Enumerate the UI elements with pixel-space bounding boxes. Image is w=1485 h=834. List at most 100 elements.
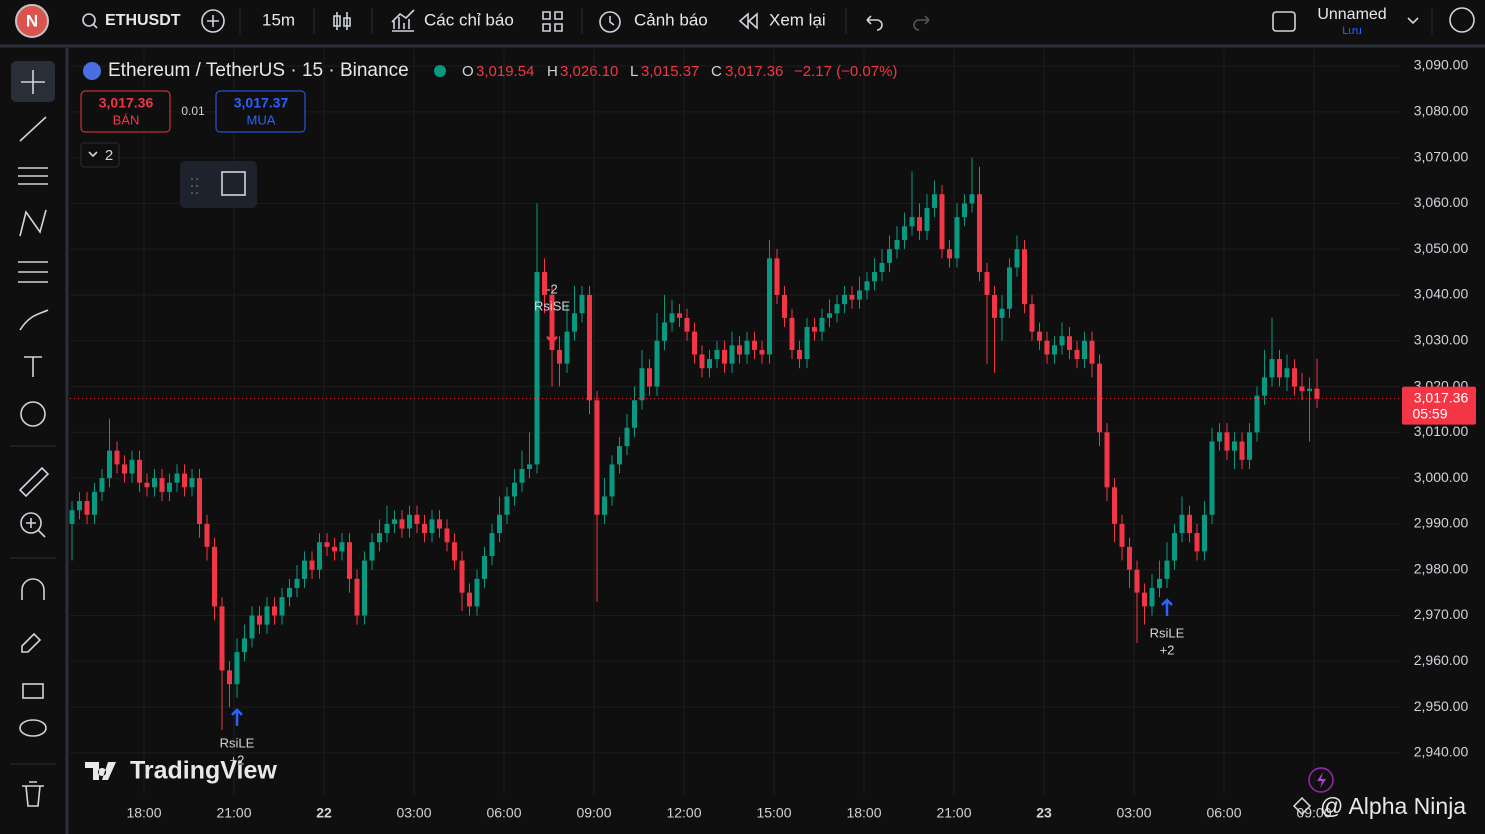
delete-tool[interactable] xyxy=(22,781,44,807)
text-tool[interactable] xyxy=(24,356,42,377)
candle-body xyxy=(872,272,877,282)
candle-body xyxy=(789,317,795,350)
candle-body xyxy=(954,217,960,259)
y-tick-label: 3,010.00 xyxy=(1414,423,1469,439)
candle-body xyxy=(1187,514,1192,534)
y-tick-label: 3,050.00 xyxy=(1414,240,1469,256)
candle-body xyxy=(317,542,322,570)
zoom-tool[interactable] xyxy=(20,512,42,534)
candle-body xyxy=(662,322,667,341)
candle-body xyxy=(864,281,870,291)
top-bar: N ETHUSDT 15m Các chỉ báo Cảnh báo Xem l… xyxy=(0,4,1485,48)
y-tick-label: 2,980.00 xyxy=(1414,560,1469,576)
candle-body xyxy=(564,331,570,364)
candle-body xyxy=(444,528,450,543)
candle-body xyxy=(1014,249,1020,268)
candle-body xyxy=(1119,523,1125,547)
lock-tool[interactable] xyxy=(22,683,44,699)
add-icon xyxy=(207,15,219,27)
stay-drawing-tool[interactable] xyxy=(21,632,42,653)
y-tick-label: 3,090.00 xyxy=(1414,57,1469,73)
candle-body xyxy=(677,313,682,318)
candle-body xyxy=(752,340,757,350)
y-tick-label: 3,040.00 xyxy=(1414,286,1469,302)
measure-tool[interactable] xyxy=(18,466,50,498)
collapse-button[interactable] xyxy=(80,142,120,168)
layout-name[interactable]: Unnamed xyxy=(1317,6,1386,23)
sell-button[interactable] xyxy=(80,90,171,133)
candle-body xyxy=(647,368,652,387)
candle-body xyxy=(587,294,592,401)
candle-body xyxy=(452,542,457,561)
x-tick-label: 06:00 xyxy=(486,805,521,821)
candle-body xyxy=(77,501,82,511)
hide-tool[interactable] xyxy=(19,719,47,737)
search-icon xyxy=(92,23,98,29)
indicators[interactable]: Các chỉ báo xyxy=(424,10,514,29)
signal-qty: +2 xyxy=(230,752,245,767)
dropdown-icon[interactable] xyxy=(1407,17,1419,25)
candle-body xyxy=(1007,267,1012,309)
drag-handle[interactable] xyxy=(191,178,198,194)
candle-body xyxy=(69,510,75,524)
symbol-logo xyxy=(83,62,101,80)
candle-body xyxy=(999,308,1005,318)
layout-icon[interactable] xyxy=(1272,11,1296,32)
line-tool[interactable] xyxy=(19,116,47,142)
alerts[interactable]: Cảnh báo xyxy=(634,10,708,29)
candle-body xyxy=(219,606,225,671)
redo-icon[interactable] xyxy=(913,15,930,31)
select-icon[interactable] xyxy=(221,171,246,196)
legend-h-key: H xyxy=(547,63,558,80)
candle-body xyxy=(122,464,127,474)
candle-body xyxy=(497,514,502,534)
y-tick-label: 2,970.00 xyxy=(1414,606,1469,622)
candle-body xyxy=(917,217,922,231)
projection-tool[interactable] xyxy=(18,261,48,283)
undo-icon[interactable] xyxy=(866,15,883,31)
candle-body xyxy=(969,194,975,204)
fib-tool[interactable] xyxy=(18,167,48,185)
emoji-tool[interactable] xyxy=(20,401,46,427)
candle-body xyxy=(467,592,472,607)
pattern-tool[interactable] xyxy=(19,209,47,237)
candle-body xyxy=(542,272,547,295)
interval[interactable]: 15m xyxy=(262,10,295,29)
save-label[interactable]: Lưu xyxy=(1342,25,1362,37)
candle-body xyxy=(1157,578,1162,589)
left-toolbar xyxy=(0,48,69,834)
quick-search-icon[interactable] xyxy=(1449,7,1475,33)
candle-body xyxy=(407,514,412,529)
avatar[interactable] xyxy=(15,4,49,38)
indicators-icon xyxy=(391,9,415,32)
candle-body xyxy=(1172,533,1177,561)
x-tick-label: 12:00 xyxy=(666,805,701,821)
legend-c-key: C xyxy=(711,63,722,80)
candle-body xyxy=(572,313,577,332)
x-tick-label: 18:00 xyxy=(846,805,881,821)
alert-icon xyxy=(609,16,615,26)
candle-body xyxy=(579,294,585,314)
candle-body xyxy=(902,226,907,241)
candle-body xyxy=(144,482,150,488)
candle-body xyxy=(1127,546,1132,570)
candle-body xyxy=(294,578,300,589)
chart-type-icon[interactable] xyxy=(333,12,351,30)
templates-icon[interactable] xyxy=(542,11,563,32)
symbol[interactable]: ETHUSDT xyxy=(105,12,181,29)
candle-body xyxy=(249,615,255,639)
candle-body xyxy=(489,533,495,556)
brush-tool[interactable] xyxy=(19,309,49,331)
add-icon[interactable] xyxy=(201,9,225,33)
lightning-icon[interactable] xyxy=(1308,767,1334,793)
replay[interactable]: Xem lại xyxy=(769,10,826,29)
signal-arrow xyxy=(1161,598,1173,617)
crosshair-tool[interactable] xyxy=(21,70,45,94)
candle-body xyxy=(1112,487,1117,524)
replay-icon xyxy=(738,12,758,30)
candle-body xyxy=(459,560,465,593)
magnet-tool[interactable] xyxy=(21,578,45,600)
buy-button[interactable] xyxy=(215,90,306,133)
candle-body xyxy=(347,542,352,579)
